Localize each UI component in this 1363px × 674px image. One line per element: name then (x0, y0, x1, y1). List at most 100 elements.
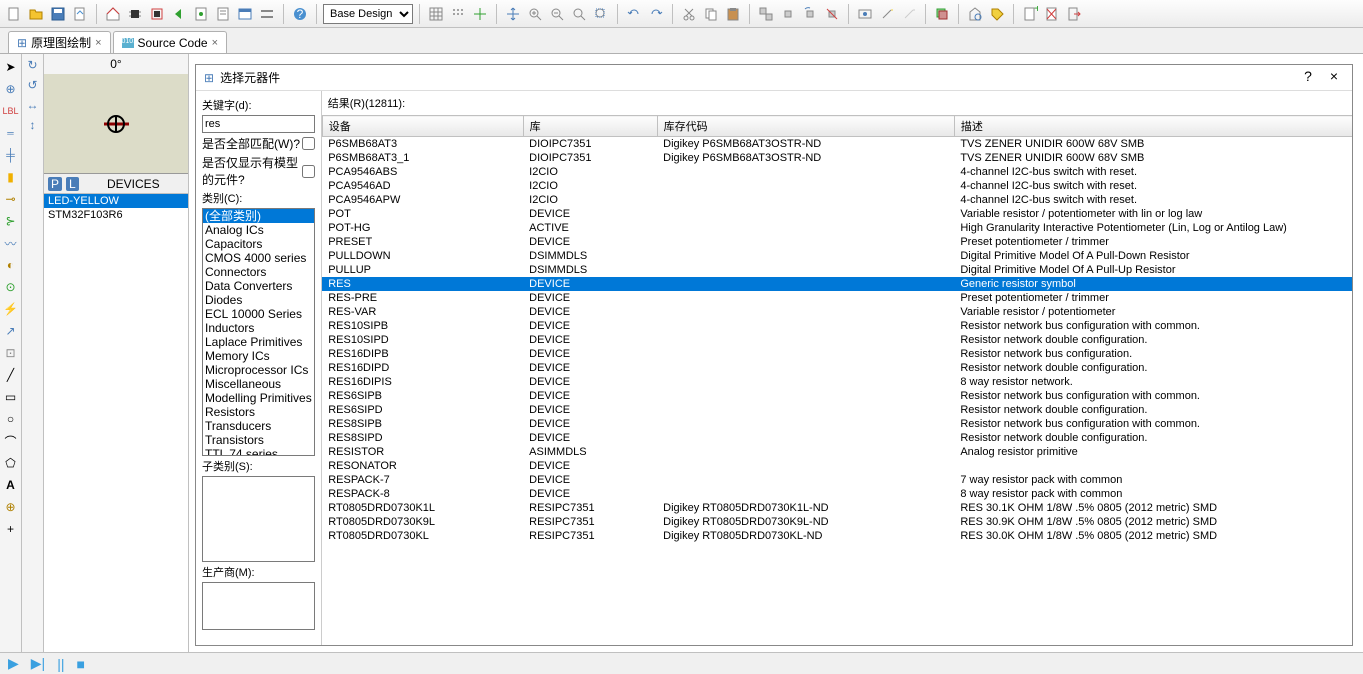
window-icon[interactable] (235, 4, 255, 24)
flip-h-icon[interactable]: ↔ (27, 98, 39, 112)
result-row[interactable]: RES10SIPBDEVICEResistor network bus conf… (322, 319, 1352, 333)
result-row[interactable]: RESONATORDEVICE (322, 459, 1352, 473)
box-tool[interactable]: ▭ (2, 388, 20, 406)
category-listbox[interactable]: (全部类别)Analog ICsCapacitorsCMOS 4000 seri… (202, 208, 315, 456)
grid-icon[interactable] (426, 4, 446, 24)
result-row[interactable]: RESPACK-7DEVICE7 way resistor pack with … (322, 473, 1352, 487)
result-row[interactable]: RES6SIPDDEVICEResistor network double co… (322, 403, 1352, 417)
category-option[interactable]: Diodes (203, 293, 314, 307)
wand2-icon[interactable] (899, 4, 919, 24)
category-option[interactable]: Laplace Primitives (203, 335, 314, 349)
copy-icon[interactable] (701, 4, 721, 24)
category-option[interactable]: Transducers (203, 419, 314, 433)
exit-icon[interactable] (1064, 4, 1084, 24)
result-row[interactable]: PCA9546APWI2CIO4-channel I2C-bus switch … (322, 193, 1352, 207)
l-button[interactable]: L (66, 177, 79, 191)
home-icon[interactable] (103, 4, 123, 24)
result-row[interactable]: RES10SIPDDEVICEResistor network double c… (322, 333, 1352, 347)
result-row[interactable]: RT0805DRD0730K1LRESIPC7351Digikey RT0805… (322, 501, 1352, 515)
category-option[interactable]: Connectors (203, 265, 314, 279)
result-row[interactable]: RES6SIPBDEVICEResistor network bus confi… (322, 389, 1352, 403)
flip-v-icon[interactable]: ↕ (30, 118, 36, 132)
import-icon[interactable] (70, 4, 90, 24)
result-row[interactable]: RESISTORASIMMDLSAnalog resistor primitiv… (322, 445, 1352, 459)
results-grid[interactable]: 设备库库存代码描述P6SMB68AT3DIOIPC7351Digikey P6S… (322, 115, 1352, 629)
result-row[interactable]: RES16DIPBDEVICEResistor network bus conf… (322, 347, 1352, 361)
line-tool[interactable]: ╱ (2, 366, 20, 384)
stop-icon[interactable]: ■ (76, 656, 84, 672)
result-row[interactable]: RES-VARDEVICEVariable resistor / potenti… (322, 305, 1352, 319)
tab-source[interactable]: 0101 Source Code × (113, 31, 227, 53)
column-header[interactable]: 库 (523, 116, 657, 137)
keyword-input[interactable] (202, 115, 315, 133)
category-option[interactable]: Inductors (203, 321, 314, 335)
symbol-tool[interactable]: ⊕ (2, 498, 20, 516)
sheet-icon[interactable] (191, 4, 211, 24)
cut-icon[interactable] (679, 4, 699, 24)
category-option[interactable]: Microprocessor ICs (203, 363, 314, 377)
category-option[interactable]: Resistors (203, 405, 314, 419)
close-button[interactable]: × (1324, 68, 1344, 88)
only-model-checkbox[interactable] (302, 165, 315, 178)
generator-tool[interactable]: ⊙ (2, 278, 20, 296)
snap-icon[interactable] (448, 4, 468, 24)
path-tool[interactable]: ⬠ (2, 454, 20, 472)
result-row[interactable]: PRESETDEVICEPreset potentiometer / trimm… (322, 235, 1352, 249)
devices-list[interactable]: LED-YELLOW STM32F103R6 (44, 194, 188, 652)
probe-i-tool[interactable]: ↗ (2, 322, 20, 340)
pause-icon[interactable]: || (57, 656, 64, 672)
add-sheet-icon[interactable]: + (1020, 4, 1040, 24)
result-row[interactable]: PCA9546ABSI2CIO4-channel I2C-bus switch … (322, 165, 1352, 179)
result-row[interactable]: PCA9546ADI2CIO4-channel I2C-bus switch w… (322, 179, 1352, 193)
tab-schematic[interactable]: ⊞ 原理图绘制 × (8, 31, 111, 53)
new-icon[interactable] (4, 4, 24, 24)
result-row[interactable]: PULLUPDSIMMDLSDigital Primitive Model Of… (322, 263, 1352, 277)
paste-icon[interactable] (723, 4, 743, 24)
category-option[interactable]: Data Converters (203, 279, 314, 293)
category-option[interactable]: (全部类别) (203, 209, 314, 223)
device-item[interactable]: LED-YELLOW (44, 194, 188, 208)
column-header[interactable]: 描述 (954, 116, 1352, 137)
chip2-icon[interactable] (147, 4, 167, 24)
result-row[interactable]: RESPACK-8DEVICE8 way resistor pack with … (322, 487, 1352, 501)
category-option[interactable]: Transistors (203, 433, 314, 447)
bus-tool[interactable]: ╪ (2, 146, 20, 164)
category-option[interactable]: Modelling Primitives (203, 391, 314, 405)
settings-icon[interactable] (257, 4, 277, 24)
horizontal-scrollbar[interactable] (322, 629, 1352, 645)
pan-icon[interactable] (503, 4, 523, 24)
find-icon[interactable] (965, 4, 985, 24)
label-tool[interactable]: LBL (2, 102, 20, 120)
step-icon[interactable]: ▶| (31, 655, 45, 672)
graph-tool[interactable]: 〰 (2, 234, 20, 252)
rotate-ccw-icon[interactable]: ↺ (27, 78, 37, 92)
block-move-icon[interactable] (778, 4, 798, 24)
tag-icon[interactable] (987, 4, 1007, 24)
result-row[interactable]: POT-HGACTIVEHigh Granularity Interactive… (322, 221, 1352, 235)
tab-close-icon[interactable]: × (95, 37, 101, 49)
result-row[interactable]: P6SMB68AT3_1DIOIPC7351Digikey P6SMB68AT3… (322, 151, 1352, 165)
report-icon[interactable] (213, 4, 233, 24)
result-row[interactable]: RES8SIPBDEVICEResistor network bus confi… (322, 417, 1352, 431)
result-row[interactable]: PULLDOWNDSIMMDLSDigital Primitive Model … (322, 249, 1352, 263)
remove-sheet-icon[interactable] (1042, 4, 1062, 24)
chip-icon[interactable] (125, 4, 145, 24)
text-tool[interactable]: ═ (2, 124, 20, 142)
play-icon[interactable]: ▶ (8, 655, 19, 672)
category-option[interactable]: Miscellaneous (203, 377, 314, 391)
circle-tool[interactable]: ○ (2, 410, 20, 428)
result-row[interactable]: POTDEVICEVariable resistor / potentiomet… (322, 207, 1352, 221)
block-copy-icon[interactable] (756, 4, 776, 24)
instrument-tool[interactable]: ⊡ (2, 344, 20, 362)
save-icon[interactable] (48, 4, 68, 24)
subcircuit-tool[interactable]: ▮ (2, 168, 20, 186)
redo-icon[interactable] (646, 4, 666, 24)
wand-icon[interactable] (877, 4, 897, 24)
zoom-area-icon[interactable] (591, 4, 611, 24)
block-rotate-icon[interactable] (800, 4, 820, 24)
help-button[interactable]: ? (1298, 68, 1318, 88)
layers-icon[interactable] (932, 4, 952, 24)
result-row[interactable]: RES16DIPISDEVICE8 way resistor network. (322, 375, 1352, 389)
marker-tool[interactable]: + (2, 520, 20, 538)
match-all-checkbox[interactable] (302, 137, 315, 150)
